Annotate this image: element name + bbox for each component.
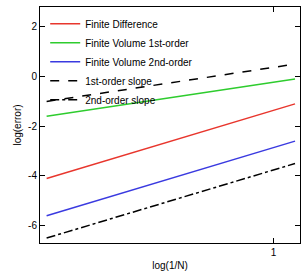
- svg-text:-6: -6: [28, 220, 37, 231]
- svg-text:2: 2: [31, 21, 37, 32]
- svg-text:2nd-order slope: 2nd-order slope: [85, 95, 155, 106]
- svg-text:Finite Volume 2nd-order: Finite Volume 2nd-order: [85, 57, 192, 68]
- svg-text:log(error): log(error): [12, 104, 23, 145]
- svg-text:0: 0: [31, 71, 37, 82]
- svg-text:-4: -4: [28, 170, 37, 181]
- svg-text:log(1/N): log(1/N): [152, 260, 188, 271]
- svg-text:1: 1: [271, 247, 277, 258]
- svg-text:-2: -2: [28, 121, 37, 132]
- svg-text:Finite Difference: Finite Difference: [85, 19, 158, 30]
- svg-text:Finite Volume 1st-order: Finite Volume 1st-order: [85, 38, 189, 49]
- svg-text:1st-order slope: 1st-order slope: [85, 76, 152, 87]
